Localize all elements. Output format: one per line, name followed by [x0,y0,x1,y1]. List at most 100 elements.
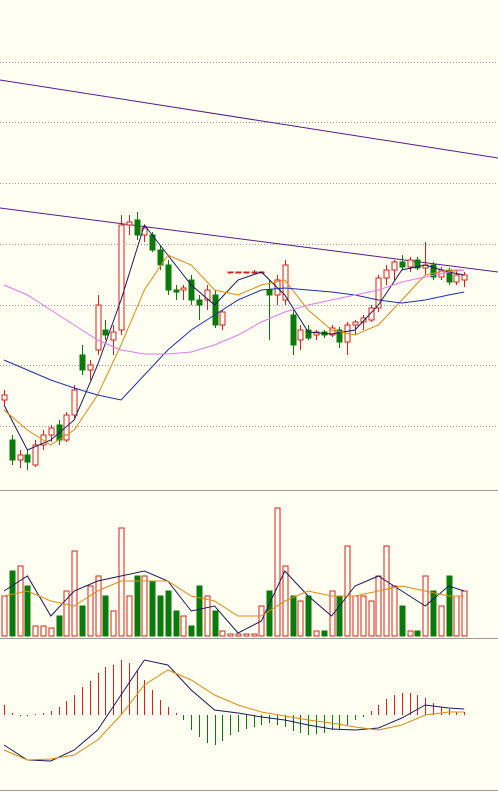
volume-bar [9,570,16,637]
candle-body [157,249,164,266]
volume-bar [251,633,258,637]
candle-body [188,279,195,301]
candle-body [165,264,172,291]
candle-body [48,427,55,436]
volume-bar [266,590,273,637]
volume-average-line [3,570,465,634]
candle-body [63,414,70,441]
volume-bar [227,633,234,637]
volume-bar [375,575,382,637]
candle-body [196,299,203,306]
candle-body [118,224,125,331]
volume-bar [79,605,86,637]
candle-body [282,264,289,301]
candle-body [212,294,219,326]
trend-line [0,79,498,159]
volume-bar [17,565,24,637]
candle-body [243,271,250,274]
volume-bar [321,630,328,637]
volume-bar [336,595,343,637]
volume-bar [407,630,414,637]
candle-body [360,317,367,323]
volume-bar [297,600,304,637]
macd-line [3,659,465,762]
volume-bar [48,627,55,637]
candle-body [17,454,24,461]
volume-bar [219,630,226,637]
volume-bar [329,590,336,637]
candle-body [87,364,94,371]
candle-body [430,264,437,278]
volume-bar [212,610,219,637]
volume-bar [290,595,297,637]
volume-bar [87,585,94,637]
candle-body [399,261,406,268]
volume-bar [32,625,39,637]
candle-body [9,439,16,461]
candle-body [414,259,421,269]
candle-body [461,274,468,281]
volume-bar [414,630,421,637]
candle-body [251,271,258,274]
candle-body [102,329,109,336]
volume-bar [196,585,203,637]
moving-average-line [3,254,465,446]
volume-bar [438,605,445,637]
volume-bar [243,633,250,637]
volume-bar [149,580,156,637]
candle-body [24,454,31,463]
candle-body [297,329,304,341]
volume-bar [40,625,47,637]
volume-bar [134,575,141,637]
candle-body [391,261,398,271]
volume-bar [63,590,70,637]
candle-body [235,271,242,274]
volume-bar [368,600,375,637]
candle-body [1,394,8,401]
candle-body [453,274,460,283]
volume-bar [126,595,133,637]
volume-bar [383,545,390,637]
candle-body [32,444,39,466]
candle-body [134,219,141,236]
volume-bar [461,590,468,637]
volume-bar [95,575,102,637]
candle-body [227,271,234,274]
candle-body [204,289,211,301]
candle-body [383,269,390,279]
volume-bar [1,595,8,637]
candle-body [336,329,343,343]
volume-bar [165,590,172,637]
volume-average-line [3,580,465,617]
volume-bar [274,507,281,637]
volume-bar [344,545,351,637]
volume-bar [173,610,180,637]
volume-bar [102,595,109,637]
volume-bar [305,595,312,637]
candle-body [290,314,297,346]
volume-bar [352,595,359,637]
candle-body [180,287,187,291]
candle-body [313,331,320,336]
volume-bar [180,615,187,637]
volume-bar [360,595,367,637]
candle-body [110,331,117,341]
candle-body [368,307,375,321]
candle-body [407,259,414,268]
volume-bar [141,575,148,637]
volume-bar [56,615,63,637]
volume-bar [110,610,117,637]
volume-bar [71,550,78,637]
volume-bar [235,633,242,637]
volume-bar [391,585,398,637]
volume-bar [24,585,31,637]
candle-body [266,289,273,296]
candle-body [375,277,382,309]
volume-bar [399,605,406,637]
volume-bar [453,595,460,637]
volume-bar [188,625,195,637]
candle-body [95,304,102,351]
moving-average-line [3,269,465,355]
candle-body [219,311,226,326]
